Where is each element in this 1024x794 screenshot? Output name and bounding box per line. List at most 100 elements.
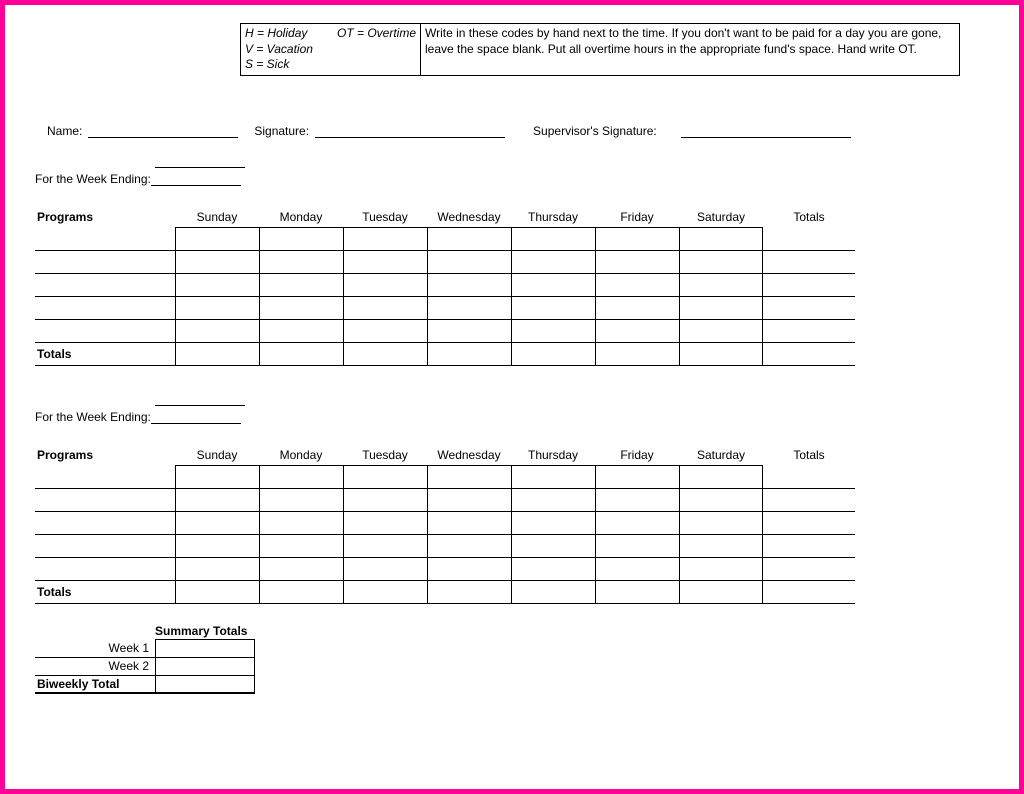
row-total-cell[interactable] xyxy=(763,488,855,512)
week2-ending-line[interactable] xyxy=(151,410,241,424)
row-total-cell[interactable] xyxy=(763,319,855,343)
hours-cell[interactable] xyxy=(259,296,343,320)
hours-cell[interactable] xyxy=(679,227,763,251)
row-total-cell[interactable] xyxy=(763,534,855,558)
hours-cell[interactable] xyxy=(679,534,763,558)
hours-cell[interactable] xyxy=(595,511,679,535)
program-cell[interactable] xyxy=(35,466,175,489)
day-total-cell[interactable] xyxy=(427,342,511,366)
program-cell[interactable] xyxy=(35,535,175,558)
summary-week1-cell[interactable] xyxy=(155,639,255,658)
hours-cell[interactable] xyxy=(175,465,259,489)
program-cell[interactable] xyxy=(35,512,175,535)
day-total-cell[interactable] xyxy=(679,580,763,604)
hours-cell[interactable] xyxy=(679,319,763,343)
hours-cell[interactable] xyxy=(679,250,763,274)
hours-cell[interactable] xyxy=(259,534,343,558)
hours-cell[interactable] xyxy=(259,250,343,274)
hours-cell[interactable] xyxy=(427,465,511,489)
row-total-cell[interactable] xyxy=(763,296,855,320)
hours-cell[interactable] xyxy=(511,296,595,320)
hours-cell[interactable] xyxy=(175,273,259,297)
day-total-cell[interactable] xyxy=(343,580,427,604)
name-line[interactable] xyxy=(88,124,238,138)
hours-cell[interactable] xyxy=(511,319,595,343)
hours-cell[interactable] xyxy=(343,227,427,251)
hours-cell[interactable] xyxy=(343,296,427,320)
hours-cell[interactable] xyxy=(511,250,595,274)
hours-cell[interactable] xyxy=(511,557,595,581)
hours-cell[interactable] xyxy=(175,319,259,343)
hours-cell[interactable] xyxy=(427,488,511,512)
hours-cell[interactable] xyxy=(175,511,259,535)
hours-cell[interactable] xyxy=(343,273,427,297)
hours-cell[interactable] xyxy=(175,557,259,581)
day-total-cell[interactable] xyxy=(595,342,679,366)
hours-cell[interactable] xyxy=(175,227,259,251)
hours-cell[interactable] xyxy=(595,534,679,558)
hours-cell[interactable] xyxy=(343,534,427,558)
hours-cell[interactable] xyxy=(343,319,427,343)
grand-total-cell[interactable] xyxy=(763,580,855,604)
hours-cell[interactable] xyxy=(511,511,595,535)
hours-cell[interactable] xyxy=(343,250,427,274)
hours-cell[interactable] xyxy=(175,250,259,274)
hours-cell[interactable] xyxy=(511,534,595,558)
hours-cell[interactable] xyxy=(679,511,763,535)
week1-ending-line[interactable] xyxy=(151,172,241,186)
day-total-cell[interactable] xyxy=(511,342,595,366)
hours-cell[interactable] xyxy=(343,488,427,512)
program-cell[interactable] xyxy=(35,320,175,343)
hours-cell[interactable] xyxy=(595,296,679,320)
hours-cell[interactable] xyxy=(679,273,763,297)
day-total-cell[interactable] xyxy=(679,342,763,366)
row-total-cell[interactable] xyxy=(763,557,855,581)
hours-cell[interactable] xyxy=(679,296,763,320)
day-total-cell[interactable] xyxy=(175,580,259,604)
hours-cell[interactable] xyxy=(427,227,511,251)
day-total-cell[interactable] xyxy=(427,580,511,604)
hours-cell[interactable] xyxy=(343,465,427,489)
hours-cell[interactable] xyxy=(511,227,595,251)
hours-cell[interactable] xyxy=(175,534,259,558)
hours-cell[interactable] xyxy=(259,557,343,581)
hours-cell[interactable] xyxy=(679,465,763,489)
hours-cell[interactable] xyxy=(595,273,679,297)
summary-week2-cell[interactable] xyxy=(155,657,255,676)
hours-cell[interactable] xyxy=(511,465,595,489)
program-cell[interactable] xyxy=(35,228,175,251)
summary-biweekly-cell[interactable] xyxy=(155,675,255,694)
signature-line[interactable] xyxy=(315,124,505,138)
hours-cell[interactable] xyxy=(427,534,511,558)
hours-cell[interactable] xyxy=(343,557,427,581)
row-total-cell[interactable] xyxy=(763,511,855,535)
row-total-cell[interactable] xyxy=(763,227,855,251)
hours-cell[interactable] xyxy=(679,557,763,581)
hours-cell[interactable] xyxy=(427,296,511,320)
day-total-cell[interactable] xyxy=(259,342,343,366)
program-cell[interactable] xyxy=(35,489,175,512)
hours-cell[interactable] xyxy=(259,227,343,251)
day-total-cell[interactable] xyxy=(175,342,259,366)
hours-cell[interactable] xyxy=(595,557,679,581)
hours-cell[interactable] xyxy=(679,488,763,512)
supervisor-line[interactable] xyxy=(681,124,851,138)
day-total-cell[interactable] xyxy=(343,342,427,366)
row-total-cell[interactable] xyxy=(763,273,855,297)
hours-cell[interactable] xyxy=(259,273,343,297)
hours-cell[interactable] xyxy=(259,488,343,512)
hours-cell[interactable] xyxy=(427,511,511,535)
hours-cell[interactable] xyxy=(259,511,343,535)
program-cell[interactable] xyxy=(35,251,175,274)
day-total-cell[interactable] xyxy=(511,580,595,604)
hours-cell[interactable] xyxy=(427,557,511,581)
hours-cell[interactable] xyxy=(595,465,679,489)
hours-cell[interactable] xyxy=(259,319,343,343)
hours-cell[interactable] xyxy=(427,273,511,297)
hours-cell[interactable] xyxy=(427,319,511,343)
hours-cell[interactable] xyxy=(595,488,679,512)
hours-cell[interactable] xyxy=(175,488,259,512)
hours-cell[interactable] xyxy=(259,465,343,489)
row-total-cell[interactable] xyxy=(763,465,855,489)
hours-cell[interactable] xyxy=(511,273,595,297)
